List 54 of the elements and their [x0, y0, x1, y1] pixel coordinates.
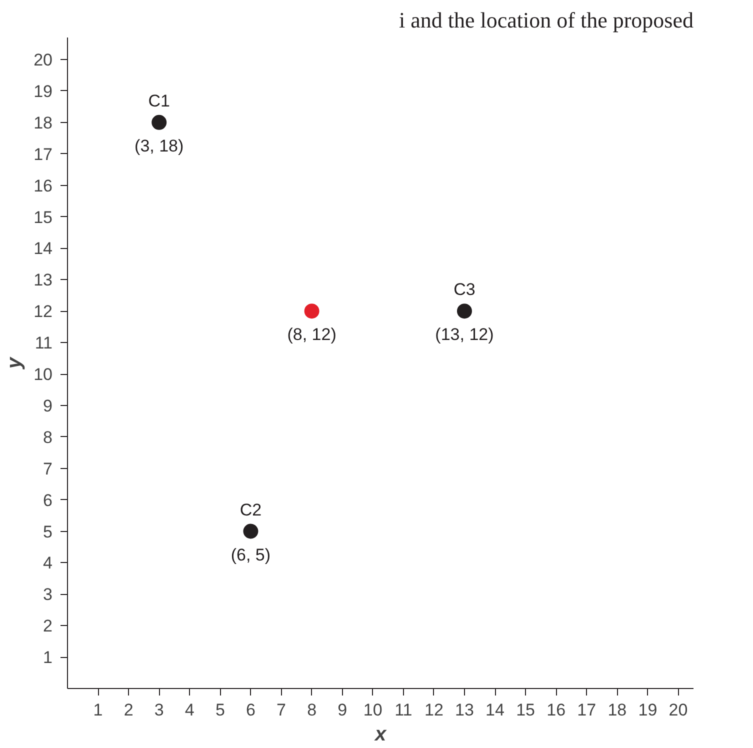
- y-tick-label: 6: [43, 490, 53, 510]
- y-tick-label: 18: [34, 113, 53, 132]
- x-tick-label: 8: [307, 700, 317, 720]
- x-tick-label: 10: [363, 700, 382, 720]
- x-tick-label: 4: [184, 700, 194, 720]
- y-tick-label: 9: [43, 396, 53, 416]
- x-tick-label: 5: [215, 700, 225, 720]
- x-tick-label: 12: [424, 700, 444, 720]
- point: [243, 524, 258, 539]
- y-axis-title: y: [4, 356, 26, 370]
- y-tick-label: 17: [34, 144, 53, 164]
- data-label: (8, 12): [287, 325, 336, 344]
- data-label: (6, 5): [230, 545, 271, 564]
- y-tick-label: 2: [43, 616, 53, 636]
- x-tick-label: 17: [577, 700, 596, 720]
- annotation: C1: [148, 91, 170, 110]
- y-tick-label: 12: [34, 302, 53, 322]
- y-tick-label: 4: [43, 554, 53, 573]
- point: [152, 114, 167, 130]
- x-tick-label: 13: [455, 700, 474, 720]
- y-tick-label: 11: [34, 334, 53, 353]
- y-tick-label: 5: [43, 522, 53, 542]
- y-tick-label: 10: [34, 365, 53, 384]
- y-tick-label: 20: [34, 50, 53, 70]
- point: [304, 304, 320, 319]
- x-tick-label: 3: [154, 700, 164, 720]
- y-tick-label: 19: [34, 82, 53, 101]
- x-axis-title: x: [374, 724, 387, 746]
- data-label: (3, 18): [134, 136, 184, 156]
- x-tick-label: 9: [338, 700, 348, 720]
- point: [456, 304, 472, 319]
- x-tick-label: 14: [486, 700, 504, 720]
- y-tick-label: 1: [43, 648, 53, 668]
- y-tick-label: 16: [34, 176, 53, 196]
- chart-title: i and the location of the proposed: [399, 8, 694, 32]
- annotation: C2: [240, 500, 262, 520]
- x-tick-label: 1: [93, 700, 103, 720]
- x-tick-label: 18: [608, 700, 627, 720]
- y-tick-label: 3: [43, 585, 53, 604]
- y-tick-label: 15: [34, 208, 53, 227]
- x-tick-label: 16: [546, 700, 566, 720]
- y-tick-label: 8: [43, 428, 53, 447]
- annotation: C3: [454, 280, 476, 300]
- x-tick-label: 6: [246, 700, 256, 720]
- y-tick-label: 14: [34, 239, 53, 258]
- x-tick-label: 11: [394, 700, 412, 720]
- x-tick-label: 2: [124, 700, 134, 720]
- y-tick-label: 7: [43, 459, 53, 478]
- x-tick-label: 19: [638, 700, 658, 720]
- x-tick-label: 15: [516, 700, 536, 720]
- x-tick-label: 20: [668, 700, 688, 720]
- data-label: (13, 12): [435, 325, 494, 344]
- x-tick-label: 7: [276, 700, 286, 720]
- y-tick-label: 13: [34, 270, 53, 290]
